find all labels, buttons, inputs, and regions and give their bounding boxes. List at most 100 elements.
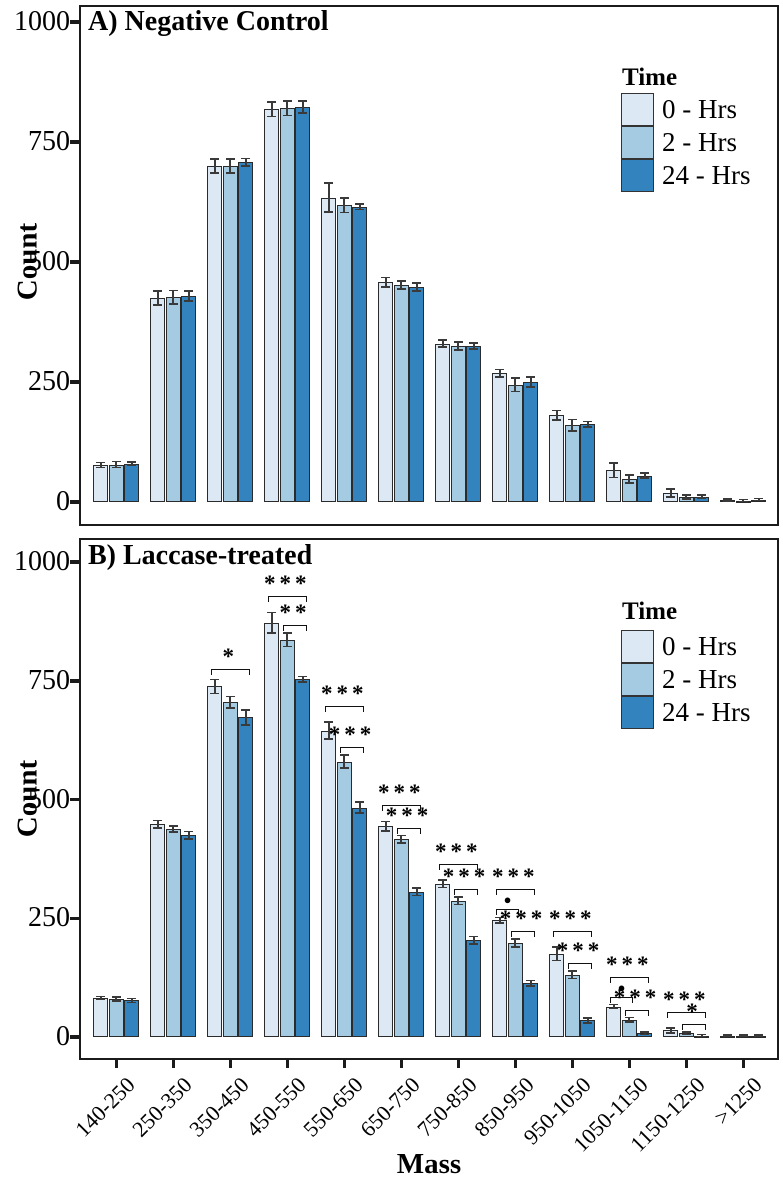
bar xyxy=(549,953,565,1037)
error-bar xyxy=(172,290,175,304)
error-bar-cap xyxy=(469,935,479,938)
error-bar xyxy=(498,917,501,923)
bar xyxy=(181,835,197,1037)
error-bar-cap xyxy=(624,1016,634,1019)
y-tick-label: 750 xyxy=(28,664,70,696)
bar xyxy=(264,109,280,502)
significance-label: *** xyxy=(606,951,653,977)
error-bar-cap xyxy=(510,938,520,940)
error-bar-cap xyxy=(495,368,505,371)
error-bar-cap xyxy=(168,289,178,292)
legend-swatch-24hrs xyxy=(621,159,654,192)
bar xyxy=(393,285,409,502)
error-bar-cap xyxy=(453,903,463,906)
x-tick xyxy=(171,1060,176,1068)
x-tick xyxy=(228,1060,233,1068)
bar xyxy=(466,940,482,1037)
bar xyxy=(207,166,223,502)
legend-swatch-2hrs xyxy=(621,663,654,696)
bar xyxy=(507,384,523,502)
error-bar-cap xyxy=(552,946,562,949)
error-bar-cap xyxy=(697,1033,707,1036)
error-bar-cap xyxy=(723,500,733,502)
error-bar xyxy=(571,970,574,979)
error-bar xyxy=(99,996,102,1000)
error-bar-cap xyxy=(127,997,137,1000)
panel-a-title: A) Negative Control xyxy=(88,6,329,37)
bar xyxy=(523,382,539,502)
error-bar xyxy=(172,826,175,832)
bar xyxy=(181,296,197,502)
significance-label: *** xyxy=(328,721,376,747)
error-bar-cap xyxy=(552,409,562,412)
bar xyxy=(523,983,539,1037)
error-bar-cap xyxy=(526,985,536,987)
error-bar xyxy=(400,281,403,289)
error-bar xyxy=(99,462,102,468)
error-bar-cap xyxy=(355,812,365,815)
y-tick xyxy=(70,1035,79,1039)
bar xyxy=(492,373,508,502)
error-bar-cap xyxy=(282,114,292,117)
error-bar-cap xyxy=(526,979,536,982)
error-bar xyxy=(301,101,304,113)
error-bar xyxy=(498,369,501,378)
error-bar xyxy=(229,159,232,173)
error-bar-cap xyxy=(267,115,277,118)
error-bar-cap xyxy=(241,157,251,160)
error-bar-cap xyxy=(153,290,163,292)
error-bar-cap xyxy=(153,827,163,829)
error-bar xyxy=(187,831,190,839)
error-bar-cap xyxy=(438,886,448,889)
bar xyxy=(279,639,295,1037)
error-bar xyxy=(115,997,118,1001)
bar xyxy=(549,415,565,502)
bar xyxy=(409,286,425,502)
error-bar-cap xyxy=(697,497,707,499)
legend-swatch-24hrs xyxy=(621,696,654,729)
error-bar xyxy=(571,419,574,431)
error-bar-cap xyxy=(339,211,349,214)
error-bar xyxy=(685,1031,688,1035)
y-tick xyxy=(70,140,79,144)
error-bar-cap xyxy=(609,1007,619,1010)
error-bar-cap xyxy=(624,482,634,484)
bar xyxy=(150,824,166,1037)
error-bar-cap xyxy=(453,341,463,343)
bar xyxy=(435,343,451,502)
error-bar xyxy=(415,887,418,896)
x-tick xyxy=(684,1060,689,1068)
x-tick xyxy=(285,1060,290,1068)
significance-bracket xyxy=(454,888,478,895)
error-bar-cap xyxy=(469,943,479,945)
error-bar-cap xyxy=(583,1021,593,1024)
error-bar xyxy=(441,340,444,347)
error-bar-cap xyxy=(210,158,220,161)
error-bar-cap xyxy=(438,339,448,342)
error-bar-cap xyxy=(681,1033,691,1036)
error-bar xyxy=(270,612,273,634)
error-bar xyxy=(529,377,532,387)
bar xyxy=(409,891,425,1037)
error-bar xyxy=(415,283,418,291)
significance-bracket xyxy=(381,805,421,812)
y-tick xyxy=(70,20,79,24)
error-bar-cap xyxy=(453,349,463,351)
error-bar-cap xyxy=(168,831,178,833)
error-bar-cap xyxy=(640,1030,650,1033)
legend-label-2hrs: 2 - Hrs xyxy=(662,127,737,157)
error-bar-cap xyxy=(396,288,406,290)
bar xyxy=(393,839,409,1037)
error-bar-cap xyxy=(738,1034,748,1036)
error-bar-cap xyxy=(127,1001,137,1004)
error-bar-cap xyxy=(111,460,121,463)
error-bar-cap xyxy=(583,426,593,428)
error-bar-cap xyxy=(567,977,577,980)
error-bar xyxy=(156,290,159,306)
error-bar-cap xyxy=(609,462,619,464)
significance-bracket xyxy=(609,976,649,983)
error-bar-cap xyxy=(267,611,277,614)
legend-swatch-2hrs xyxy=(621,126,654,159)
error-bar xyxy=(612,463,615,478)
